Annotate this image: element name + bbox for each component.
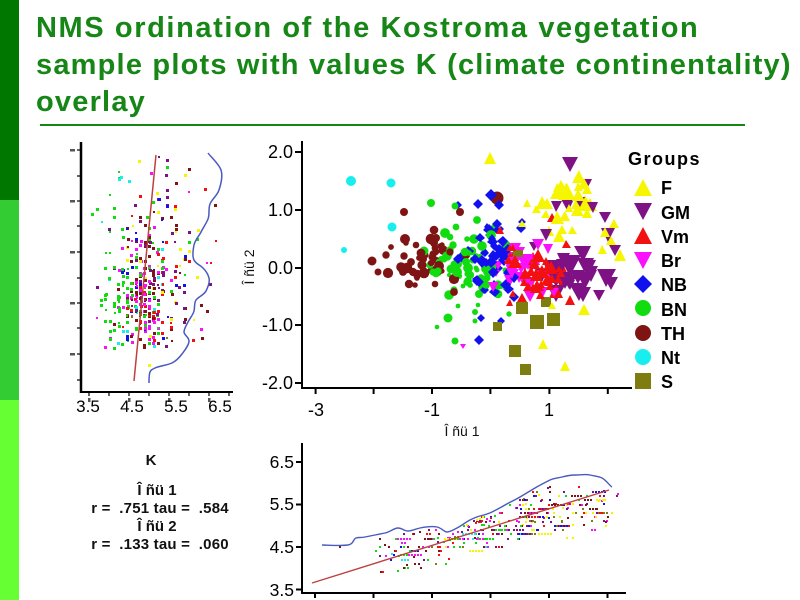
svg-text:r = .133 tau = .060: r = .133 tau = .060 bbox=[91, 536, 229, 553]
svg-text:Î ñü 2: Î ñü 2 bbox=[136, 517, 176, 535]
svg-text:4.5: 4.5 bbox=[120, 397, 144, 416]
svg-text:0.0: 0.0 bbox=[268, 258, 293, 278]
svg-text:5.5: 5.5 bbox=[270, 494, 294, 514]
svg-text:BN: BN bbox=[661, 300, 687, 320]
svg-text:Br: Br bbox=[661, 251, 681, 271]
svg-text:6.5: 6.5 bbox=[208, 397, 232, 416]
svg-text:r = .751 tau = .584: r = .751 tau = .584 bbox=[91, 500, 229, 517]
svg-text:Î ñü 1: Î ñü 1 bbox=[443, 423, 479, 439]
svg-text:Vm: Vm bbox=[661, 227, 689, 247]
svg-text:S: S bbox=[661, 372, 673, 392]
svg-text:Î ñü 2: Î ñü 2 bbox=[241, 249, 257, 285]
svg-text:-3: -3 bbox=[308, 400, 324, 420]
svg-text:1: 1 bbox=[544, 400, 554, 420]
svg-text:Î ñü 1: Î ñü 1 bbox=[136, 481, 176, 499]
svg-text:NB: NB bbox=[661, 275, 687, 295]
svg-text:3.5: 3.5 bbox=[76, 397, 100, 416]
svg-text:F: F bbox=[661, 178, 672, 198]
svg-text:6.5: 6.5 bbox=[270, 452, 294, 472]
svg-text:K: K bbox=[146, 452, 157, 469]
svg-text:-1.0: -1.0 bbox=[262, 315, 293, 335]
svg-text:-1: -1 bbox=[424, 400, 440, 420]
svg-text:3.5: 3.5 bbox=[270, 580, 294, 600]
svg-text:TH: TH bbox=[661, 324, 685, 344]
svg-text:Groups: Groups bbox=[628, 149, 701, 169]
svg-text:-2.0: -2.0 bbox=[262, 373, 293, 393]
svg-text:Nt: Nt bbox=[661, 348, 680, 368]
svg-text:5.5: 5.5 bbox=[164, 397, 188, 416]
svg-text:1.0: 1.0 bbox=[268, 200, 293, 220]
svg-text:GM: GM bbox=[661, 203, 690, 223]
svg-text:4.5: 4.5 bbox=[270, 537, 294, 557]
svg-text:2.0: 2.0 bbox=[268, 142, 293, 162]
